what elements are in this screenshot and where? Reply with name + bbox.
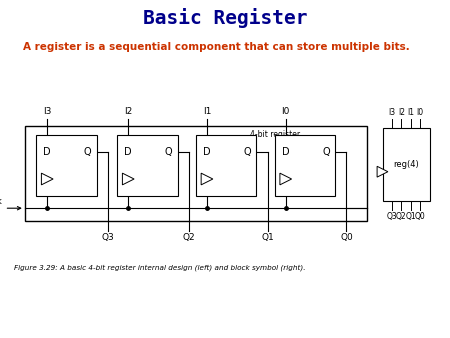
- Bar: [274, 135, 335, 196]
- Bar: [117, 135, 178, 196]
- Text: Figure 3.29: A basic 4-bit register internal design (left) and block symbol (rig: Figure 3.29: A basic 4-bit register inte…: [14, 265, 305, 271]
- Text: I3: I3: [388, 108, 396, 117]
- Polygon shape: [122, 173, 134, 185]
- Text: reg(4): reg(4): [393, 160, 419, 169]
- Text: Q3: Q3: [387, 212, 397, 221]
- Text: I0: I0: [282, 107, 290, 116]
- Text: I2: I2: [124, 107, 132, 116]
- Text: Q0: Q0: [340, 233, 353, 242]
- Text: A register is a sequential component that can store multiple bits.: A register is a sequential component tha…: [22, 42, 410, 52]
- Text: D: D: [203, 147, 211, 157]
- Text: Basic Register: Basic Register: [143, 8, 307, 28]
- Text: Q1: Q1: [261, 233, 274, 242]
- Text: clk: clk: [0, 197, 2, 206]
- Text: D: D: [125, 147, 132, 157]
- Text: Q3: Q3: [102, 233, 114, 242]
- Text: 4-bit register: 4-bit register: [250, 130, 300, 139]
- Text: Q2: Q2: [396, 212, 407, 221]
- Text: Q: Q: [244, 147, 251, 157]
- Text: Q0: Q0: [415, 212, 426, 221]
- Text: I1: I1: [203, 107, 211, 116]
- Text: I0: I0: [417, 108, 424, 117]
- Polygon shape: [280, 173, 292, 185]
- Text: Q: Q: [165, 147, 172, 157]
- Bar: [25, 126, 367, 221]
- Text: Q: Q: [323, 147, 330, 157]
- Text: I3: I3: [43, 107, 51, 116]
- Text: I1: I1: [407, 108, 414, 117]
- Text: Q2: Q2: [183, 233, 195, 242]
- Bar: [382, 128, 430, 200]
- Text: D: D: [282, 147, 289, 157]
- Polygon shape: [377, 166, 388, 177]
- Text: Q1: Q1: [405, 212, 416, 221]
- Bar: [36, 135, 97, 196]
- Bar: [196, 135, 256, 196]
- Polygon shape: [201, 173, 213, 185]
- Polygon shape: [41, 173, 53, 185]
- Text: D: D: [44, 147, 51, 157]
- Text: Q: Q: [84, 147, 91, 157]
- Text: I2: I2: [398, 108, 405, 117]
